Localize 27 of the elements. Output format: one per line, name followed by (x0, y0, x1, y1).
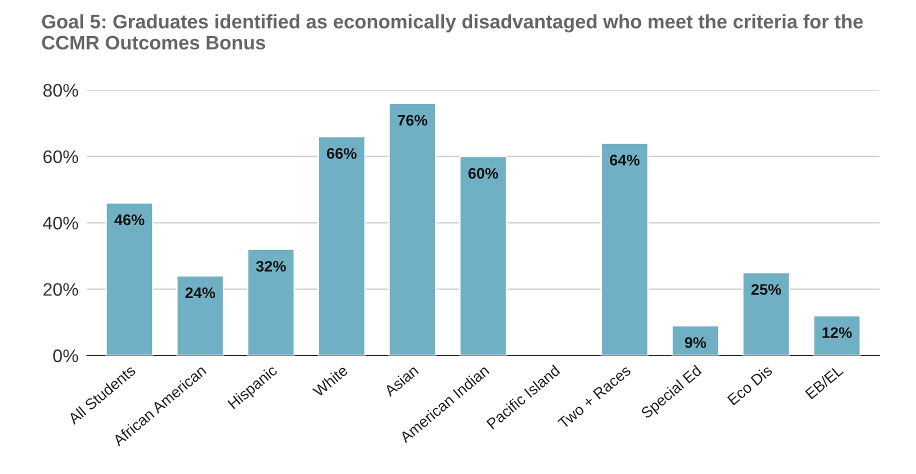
bar (600, 142, 649, 356)
data-label: 24% (185, 287, 216, 298)
y-tick-label: 20% (43, 283, 78, 296)
y-tick-label: 0% (53, 349, 78, 362)
y-tick-label: 60% (43, 150, 78, 164)
data-label: 25% (751, 284, 782, 295)
bar (812, 314, 861, 356)
data-label: 66% (326, 148, 357, 159)
chart-title: Goal 5: Graduates identified as economically disadvantaged who meet the criteria for the CCMR Outcomes Bonus (42, 14, 863, 50)
y-tick-label: 80% (43, 84, 78, 97)
data-label: 64% (610, 154, 640, 166)
data-label: 12% (822, 327, 852, 338)
bar (742, 272, 790, 356)
y-tick-label: 40% (42, 216, 78, 230)
data-label: 76% (398, 114, 428, 126)
data-label: 60% (468, 168, 498, 179)
data-label: 9% (684, 337, 706, 348)
bar (105, 202, 154, 356)
data-label: 46% (114, 214, 144, 226)
x-tick-label: Eco Dis (726, 364, 773, 406)
bar (176, 275, 224, 356)
bar (388, 102, 436, 356)
bar (318, 136, 366, 356)
data-label: 32% (256, 260, 286, 272)
bar (671, 324, 720, 356)
bar (246, 248, 295, 356)
bar (459, 156, 508, 356)
